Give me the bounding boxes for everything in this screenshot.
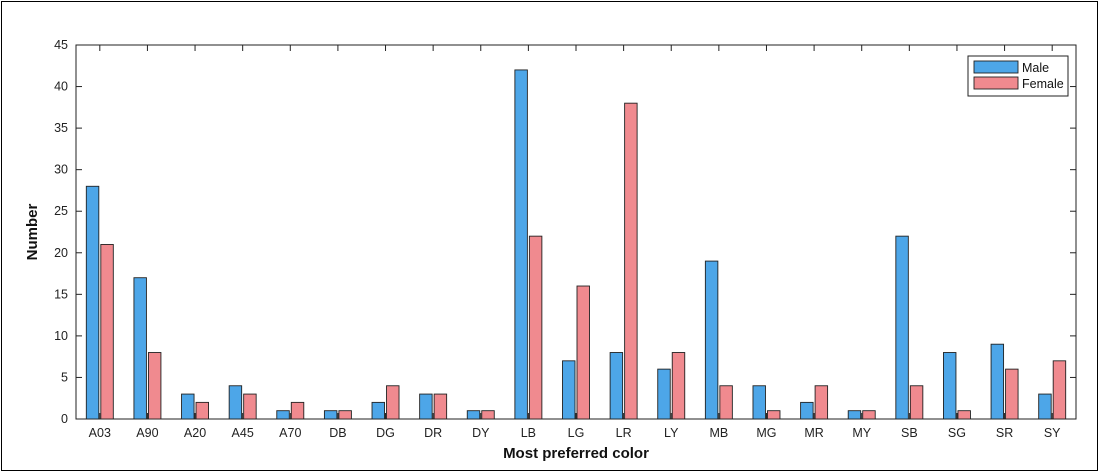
x-tick-label: SY [1044, 426, 1061, 440]
x-tick-label: DY [472, 426, 490, 440]
y-axis-title: Number [24, 204, 41, 261]
bar-male-db [323, 410, 338, 420]
bar-male-mb [704, 260, 719, 420]
bar-male-sb [895, 235, 909, 420]
bar-male-sr [990, 343, 1005, 420]
bar-female-a45 [243, 393, 257, 420]
bar-male-sy [1038, 393, 1052, 420]
bar-male-a45 [228, 385, 243, 420]
y-tick-label: 0 [61, 412, 68, 426]
bar-female-sy [1052, 360, 1067, 420]
legend-label-male: Male [1022, 61, 1049, 75]
bar-male-dg [371, 401, 385, 420]
x-tick-label: SR [996, 426, 1013, 440]
bar-male-a90 [133, 277, 147, 420]
x-axis-title: Most preferred color [503, 445, 649, 462]
bar-female-a03 [100, 244, 114, 420]
plot-area [75, 44, 1077, 420]
bar-male-dr [419, 393, 433, 420]
x-tick-label: DR [424, 426, 442, 440]
x-tick-label: LG [568, 426, 585, 440]
y-tick-label: 30 [54, 163, 68, 177]
bar-female-mb [719, 385, 733, 420]
x-tick-label: A20 [184, 426, 206, 440]
x-tick-label: A90 [136, 426, 158, 440]
y-tick-label: 35 [54, 121, 68, 135]
bar-female-sg [957, 410, 971, 420]
bar-female-dy [481, 410, 495, 420]
legend: Male Female [967, 55, 1069, 97]
bar-female-a20 [195, 401, 209, 420]
bar-male-dy [466, 410, 481, 420]
bar-female-lb [528, 235, 543, 420]
bar-male-lb [514, 69, 528, 420]
bar-female-lr [624, 102, 638, 420]
x-tick-label: DG [376, 426, 395, 440]
y-tick-label: 10 [54, 329, 68, 343]
bar-male-ly [657, 368, 671, 420]
bar-male-a20 [181, 393, 195, 420]
bar-female-mr [814, 385, 829, 420]
x-tick-label: LB [521, 426, 536, 440]
bar-female-ly [671, 352, 686, 420]
bar-female-db [338, 410, 352, 420]
bar-male-lg [562, 360, 576, 420]
legend-swatch-female [973, 76, 1019, 90]
bar-female-sr [1005, 368, 1019, 420]
x-tick-label: SB [901, 426, 918, 440]
y-tick-label: 40 [54, 80, 68, 94]
y-tick-label: 5 [61, 370, 68, 384]
x-tick-label: MB [709, 426, 728, 440]
x-tick-label: A70 [279, 426, 301, 440]
bar-male-lr [609, 352, 624, 420]
x-tick-label: MY [852, 426, 871, 440]
x-tick-label: A03 [89, 426, 111, 440]
x-tick-label: SG [948, 426, 966, 440]
bar-male-a70 [276, 410, 290, 420]
bar-female-mg [767, 410, 781, 420]
bar-male-sg [943, 352, 957, 420]
bar-male-a03 [85, 185, 100, 420]
x-tick-label: LR [616, 426, 632, 440]
x-tick-label: MR [804, 426, 823, 440]
bar-female-my [862, 410, 876, 420]
bar-female-a70 [290, 401, 305, 420]
x-tick-label: DB [329, 426, 346, 440]
bar-male-my [847, 410, 862, 420]
x-tick-label: MG [756, 426, 776, 440]
bar-female-a90 [147, 352, 162, 420]
y-tick-label: 25 [54, 204, 68, 218]
bar-female-dr [433, 393, 448, 420]
bar-female-dg [386, 385, 400, 420]
y-tick-label: 45 [54, 38, 68, 52]
y-tick-label: 15 [54, 287, 68, 301]
legend-label-female: Female [1022, 77, 1064, 91]
y-tick-label: 20 [54, 246, 68, 260]
x-tick-label: A45 [232, 426, 254, 440]
x-tick-label: LY [664, 426, 679, 440]
bar-male-mg [752, 385, 766, 420]
bar-female-sb [909, 385, 924, 420]
bar-female-lg [576, 285, 590, 420]
legend-swatch-male [973, 60, 1019, 74]
bar-male-mr [800, 401, 814, 420]
